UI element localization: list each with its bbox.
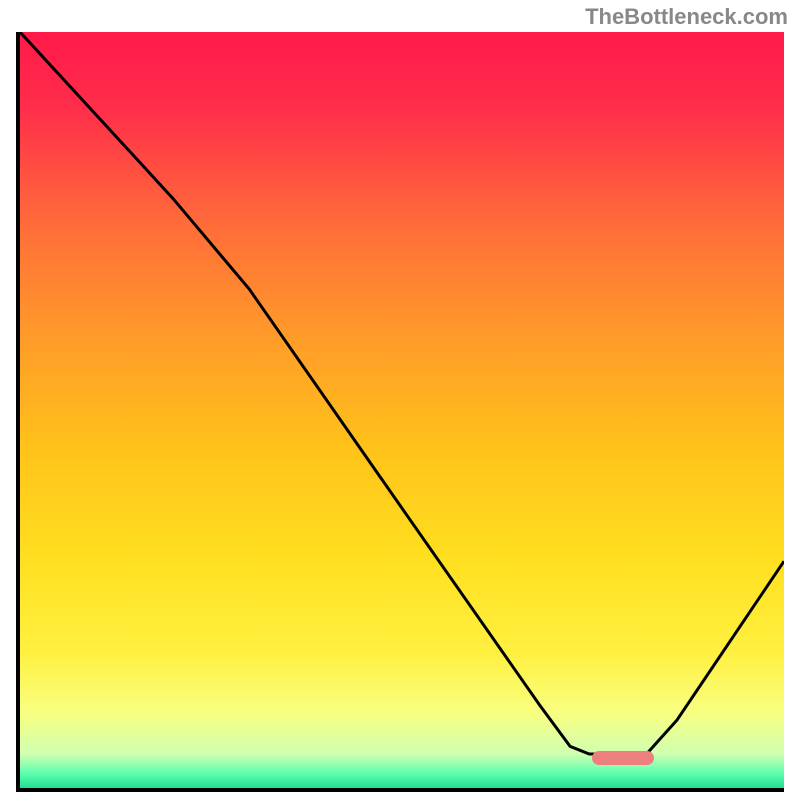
optimal-range-marker — [592, 751, 653, 765]
bottleneck-curve — [20, 32, 784, 788]
watermark-text: TheBottleneck.com — [585, 4, 788, 30]
chart-area — [16, 32, 784, 792]
